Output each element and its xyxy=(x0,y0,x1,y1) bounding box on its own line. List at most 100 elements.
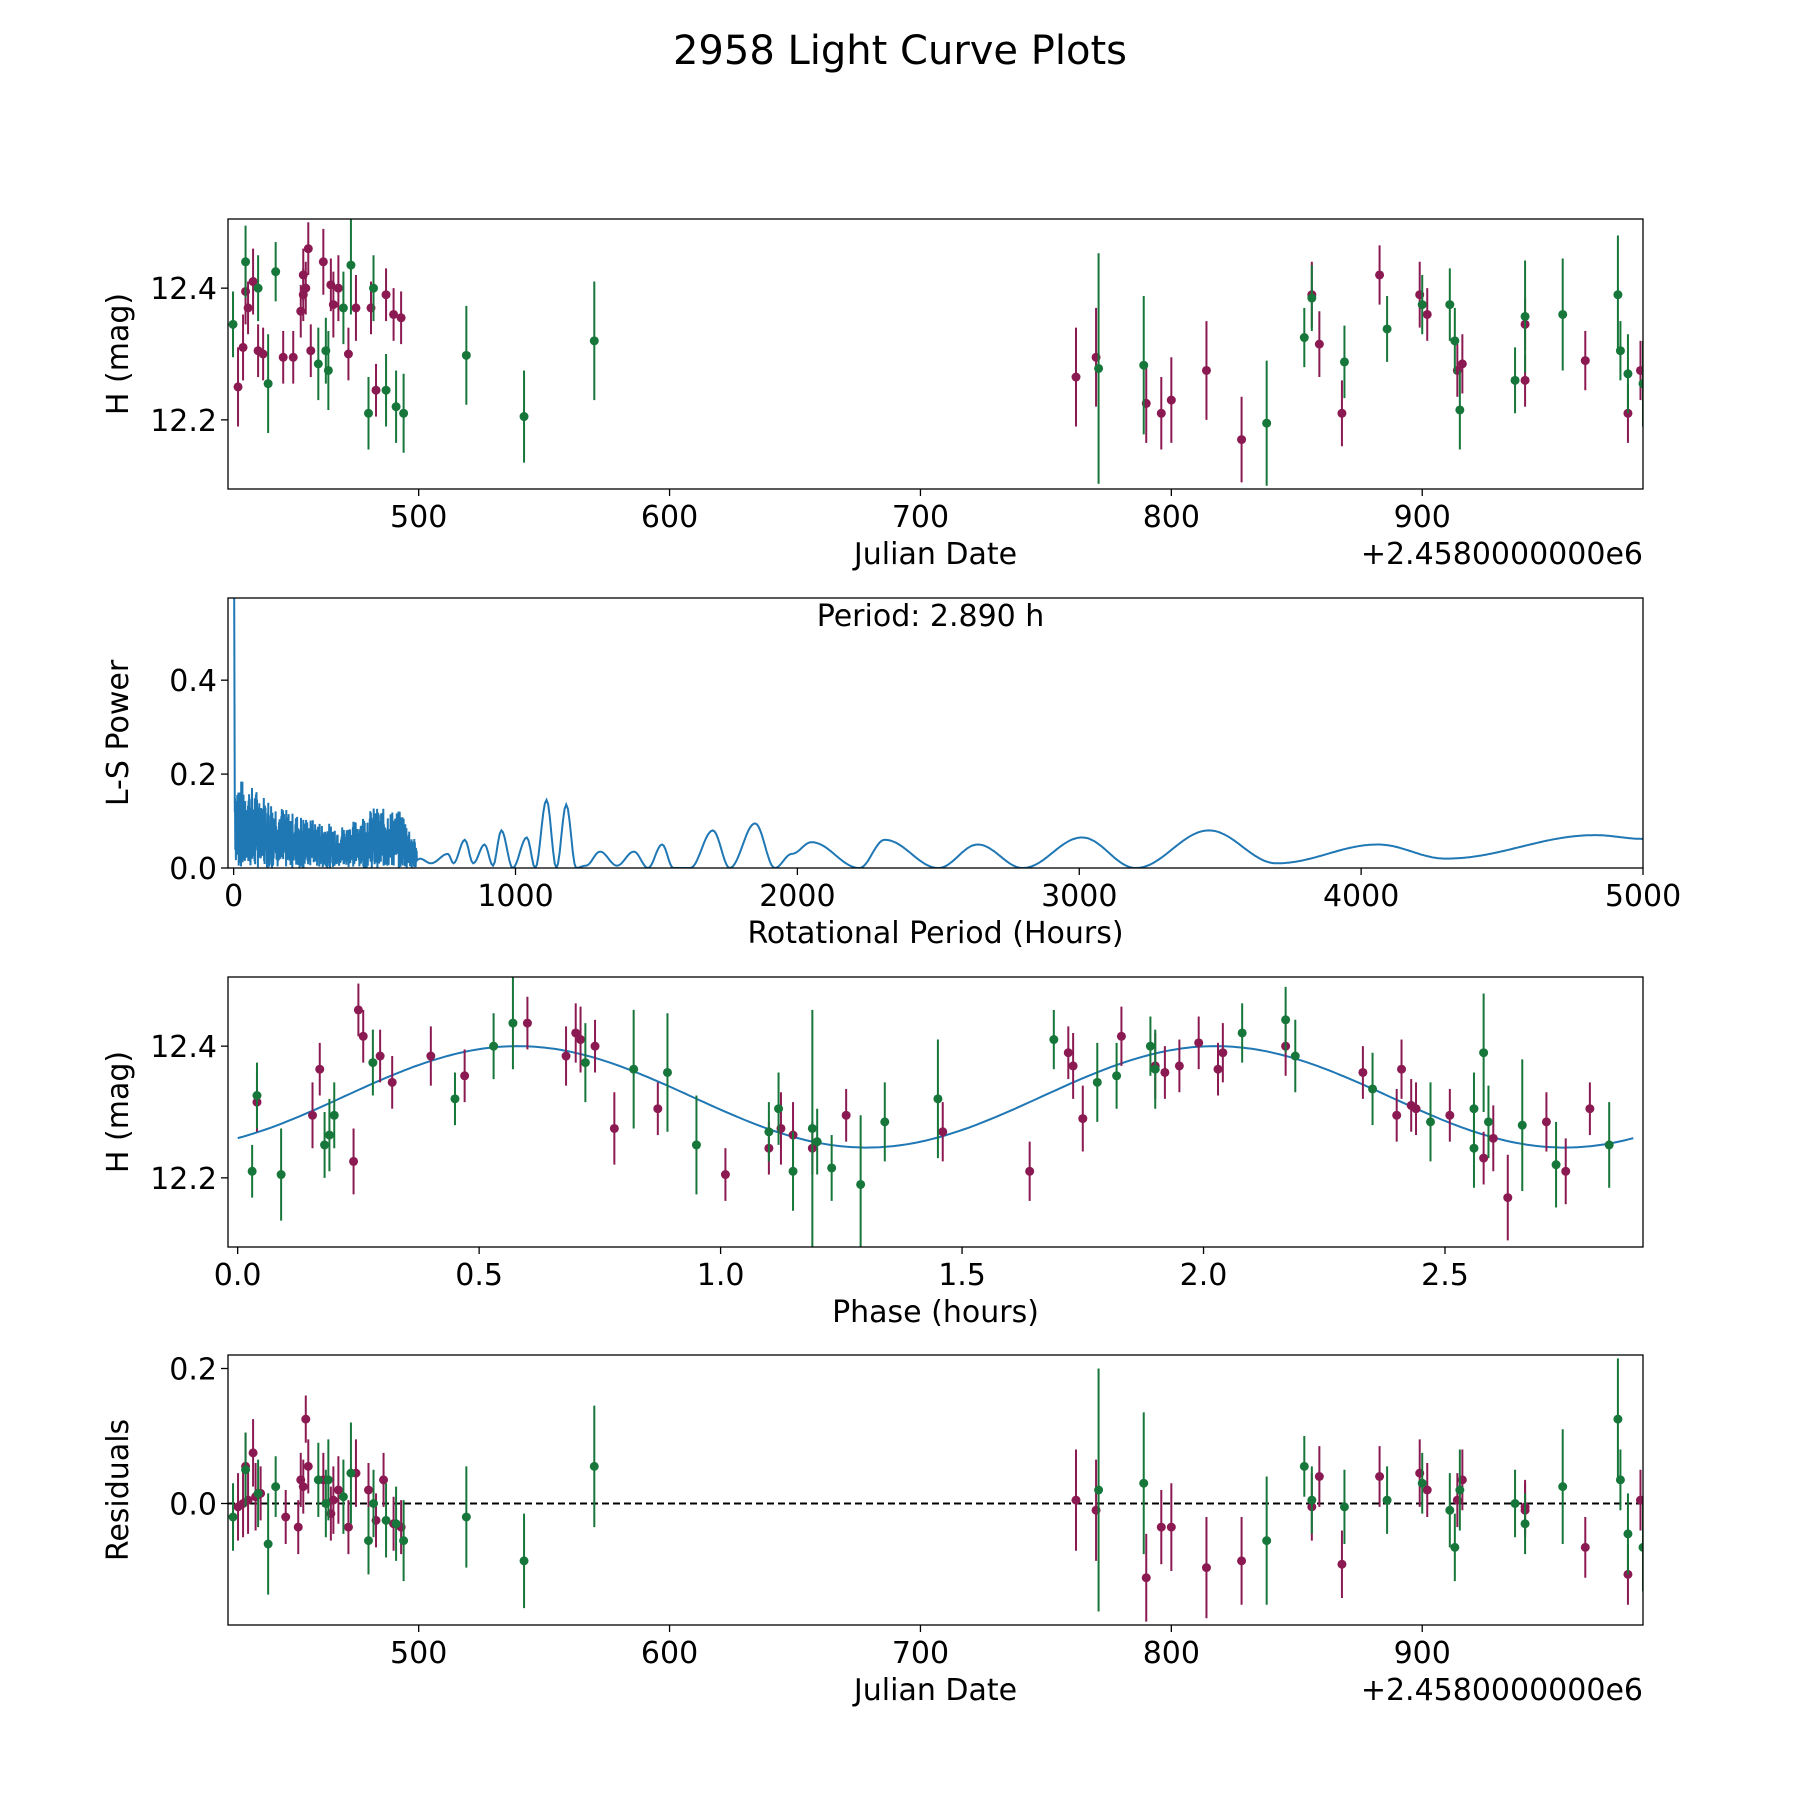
data-point xyxy=(1479,1153,1489,1163)
data-point xyxy=(1337,408,1347,418)
data-point xyxy=(461,350,471,360)
x-tick-label: 500 xyxy=(390,1636,447,1671)
data-point xyxy=(1145,1041,1155,1051)
data-point xyxy=(351,303,361,313)
data-point xyxy=(1520,375,1530,385)
x-axis-label: Phase (hours) xyxy=(832,1295,1039,1330)
y-tick-label: 0.4 xyxy=(169,664,217,699)
data-point xyxy=(333,283,343,293)
data-point xyxy=(238,342,248,352)
plot-area xyxy=(237,977,1634,1247)
data-point xyxy=(253,283,263,293)
data-point xyxy=(369,1499,379,1508)
data-point xyxy=(338,303,348,313)
chart-lightcurve: 500 600 700 800 900 12.2 12.4 Julian Date H (mag… xyxy=(101,218,1644,572)
data-point xyxy=(343,349,353,359)
data-point xyxy=(571,1028,581,1038)
data-point xyxy=(1580,356,1590,366)
data-point xyxy=(338,1492,348,1502)
data-point xyxy=(399,408,409,418)
data-point xyxy=(1314,339,1324,349)
data-point xyxy=(303,244,313,254)
data-point xyxy=(248,277,258,287)
x-tick-label: 0 xyxy=(224,879,243,914)
axes-frame xyxy=(227,597,1644,869)
data-point xyxy=(1358,1067,1368,1077)
data-point xyxy=(353,1005,363,1015)
data-point xyxy=(519,412,529,422)
data-point xyxy=(1139,1478,1149,1488)
data-point xyxy=(381,290,391,300)
x-axis-label: Julian Date xyxy=(852,1673,1017,1708)
data-point xyxy=(1417,300,1427,310)
data-point xyxy=(1479,1048,1489,1058)
data-point xyxy=(349,1156,359,1166)
data-point xyxy=(1262,1536,1272,1546)
data-point xyxy=(346,260,356,270)
data-point xyxy=(1510,1499,1520,1508)
data-point xyxy=(1503,1193,1513,1203)
data-point xyxy=(1339,357,1349,367)
x-tick-label: 2.5 xyxy=(1421,1258,1469,1293)
data-point xyxy=(1638,1542,1643,1552)
x-axis-label: Rotational Period (Hours) xyxy=(747,916,1123,951)
data-point xyxy=(1469,1104,1479,1114)
chart-residuals: 500 600 700 800 900 0.0 0.2 Julian Date Residual… xyxy=(101,1353,1644,1708)
data-point xyxy=(358,1031,368,1041)
data-point xyxy=(288,352,298,362)
data-point xyxy=(1068,1061,1078,1071)
plot-area xyxy=(228,219,1643,486)
data-point xyxy=(301,283,311,293)
figure-title: 2958 Light Curve Plots xyxy=(672,28,1127,74)
data-point xyxy=(263,379,273,389)
data-point xyxy=(1071,1495,1081,1505)
data-point xyxy=(258,349,268,359)
data-point xyxy=(1411,1104,1421,1114)
data-point xyxy=(812,1137,822,1147)
data-point xyxy=(1382,1495,1392,1505)
data-point xyxy=(1339,1502,1349,1512)
data-point xyxy=(764,1127,774,1137)
data-point xyxy=(590,1041,600,1051)
data-point xyxy=(1615,346,1625,356)
data-point xyxy=(253,1488,263,1498)
data-point xyxy=(371,385,381,395)
y-tick-label: 0.0 xyxy=(169,1488,217,1523)
data-point xyxy=(303,1461,313,1471)
data-point xyxy=(1094,363,1104,373)
data-point xyxy=(1422,1485,1432,1495)
data-point xyxy=(653,1104,663,1114)
data-point xyxy=(519,1556,529,1566)
series-green xyxy=(247,977,1614,1247)
chart-phased: 0.0 0.5 1.0 1.5 2.0 2.5 12.2 12.4 Phase (hours) H… xyxy=(101,976,1644,1330)
x-tick-label: 800 xyxy=(1143,500,1200,535)
data-point xyxy=(662,1067,672,1077)
data-point xyxy=(807,1123,817,1133)
data-point xyxy=(1635,1495,1643,1505)
data-point xyxy=(375,1051,385,1061)
data-point xyxy=(228,1512,238,1522)
data-point xyxy=(1025,1166,1035,1176)
data-point xyxy=(1063,1048,1073,1058)
data-point xyxy=(1613,1414,1623,1424)
data-point xyxy=(1141,1573,1151,1583)
data-point xyxy=(461,1512,471,1522)
data-point xyxy=(313,359,323,369)
data-point xyxy=(629,1064,639,1074)
data-point xyxy=(323,1475,333,1485)
data-point xyxy=(1156,1522,1166,1532)
data-point xyxy=(1558,1482,1568,1492)
data-point xyxy=(589,336,599,346)
data-point xyxy=(1392,1110,1402,1120)
data-point xyxy=(323,365,333,375)
data-point xyxy=(774,1104,784,1114)
data-point xyxy=(276,1170,286,1180)
x-tick-label: 2000 xyxy=(759,879,835,914)
data-point xyxy=(841,1110,851,1120)
periodogram-line xyxy=(233,598,1643,868)
data-point xyxy=(1375,270,1385,280)
series-magenta xyxy=(252,983,1595,1241)
y-axis-label: L-S Power xyxy=(101,659,136,806)
data-point xyxy=(1160,1067,1170,1077)
data-point xyxy=(343,1522,353,1532)
